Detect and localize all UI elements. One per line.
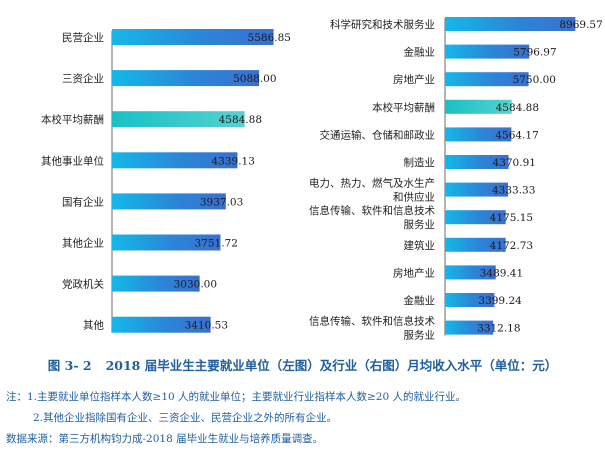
figure-number: 图 3- 2 xyxy=(47,358,92,373)
right-value-label: 3399.24 xyxy=(478,295,522,307)
data-source-note: 数据来源：第三方机构钧力成-2018 届毕业生就业与培养质量调查。 xyxy=(6,433,324,445)
left-category-label: 其他 xyxy=(83,319,104,332)
left-bar xyxy=(112,29,274,45)
right-category-label: 房地产业 xyxy=(393,73,435,86)
right-category-label: 金融业 xyxy=(404,46,436,59)
right-value-label: 4564.17 xyxy=(495,129,538,141)
left-category-label: 三资企业 xyxy=(62,72,104,85)
right-chart-industries: 8969.57 科学研究和技术服务业 5796.97 金融业 5750.00 房地产业 45… xyxy=(309,17,603,342)
left-category-label: 党政机关 xyxy=(62,278,104,291)
right-value-label: 5750.00 xyxy=(513,74,556,86)
right-value-label: 4584.88 xyxy=(496,102,539,114)
left-value-label: 4584.88 xyxy=(219,114,262,126)
charts-area: 5586.85 民营企业 5088.00 三资企业 4584.88 本校平均薪酬 4339.… xyxy=(41,17,603,342)
right-bar xyxy=(445,320,494,335)
right-value-label: 4172.73 xyxy=(490,240,533,252)
left-category-label: 国有企业 xyxy=(62,195,104,208)
right-bar xyxy=(445,72,529,87)
right-category-label: 金融业 xyxy=(404,294,436,307)
left-bar xyxy=(112,111,245,128)
left-value-label: 5088.00 xyxy=(233,73,276,85)
right-category-label: 制造业 xyxy=(404,156,436,169)
left-value-label: 3751.72 xyxy=(194,238,237,250)
right-bar xyxy=(445,182,508,197)
right-value-label: 8969.57 xyxy=(559,19,602,31)
right-value-label: 3489.41 xyxy=(480,267,523,279)
left-bar xyxy=(112,70,260,87)
right-category-label: 本校平均薪酬 xyxy=(372,101,435,114)
left-value-label: 4339.13 xyxy=(211,155,254,167)
right-category-label: 信息传输、软件和信息技术 xyxy=(309,204,435,217)
left-bar xyxy=(112,234,221,251)
left-category-label: 本校平均薪酬 xyxy=(41,113,104,126)
left-category-label: 民营企业 xyxy=(62,31,104,44)
right-value-label: 3312.18 xyxy=(477,323,520,335)
right-bar xyxy=(445,155,509,169)
left-bar xyxy=(112,275,200,292)
left-value-label: 3410.53 xyxy=(185,320,228,332)
figure-caption: 图 3- 2 2018 届毕业生主要就业单位（左图）及行业（右图）月均收入水平（单… xyxy=(0,355,605,374)
right-bar xyxy=(445,210,506,225)
right-bar xyxy=(445,44,530,59)
right-category-label: 服务业 xyxy=(404,329,436,342)
right-bar xyxy=(445,293,495,307)
left-category-label: 其他企业 xyxy=(62,237,104,250)
left-bar xyxy=(112,152,238,169)
right-bar xyxy=(445,237,506,252)
right-value-label: 4333.33 xyxy=(492,185,535,197)
footnote-2: 2.其他企业指除国有企业、三资企业、民营企业之外的所有企业。 xyxy=(33,412,338,424)
right-category-label: 信息传输、软件和信息技术 xyxy=(309,315,435,328)
right-value-label: 4370.91 xyxy=(493,157,536,169)
right-value-label: 5796.97 xyxy=(513,47,556,59)
right-category-label: 服务业 xyxy=(404,218,436,231)
left-chart-units: 5586.85 民营企业 5088.00 三资企业 4584.88 本校平均薪酬 4339.… xyxy=(41,29,291,333)
right-category-label: 科学研究和技术服务业 xyxy=(330,18,435,31)
right-bar xyxy=(445,127,512,142)
left-value-label: 3937.03 xyxy=(200,196,243,208)
right-category-label: 电力、热力、燃气及水生产 xyxy=(309,177,435,190)
right-bar xyxy=(445,265,496,280)
right-category-label: 建筑业 xyxy=(404,239,436,252)
left-value-label: 5586.85 xyxy=(248,32,291,44)
right-bar xyxy=(445,99,512,114)
figure-title: 2018 届毕业生主要就业单位（左图）及行业（右图）月均收入水平（单位：元） xyxy=(105,358,558,373)
right-category-label: 交通运输、仓储和邮政业 xyxy=(320,128,436,141)
right-value-label: 4175.15 xyxy=(490,212,533,224)
left-value-label: 3030.00 xyxy=(174,279,217,291)
left-bar xyxy=(112,316,211,333)
left-bar xyxy=(112,193,226,210)
right-category-label: 房地产业 xyxy=(393,266,435,279)
right-bar xyxy=(445,17,576,31)
footnote-1: 注：1.主要就业单位指样本人数≥10 人的就业单位；主要就业行业指样本人数≥20… xyxy=(6,391,467,403)
right-category-label: 和供应业 xyxy=(393,191,435,204)
left-category-label: 其他事业单位 xyxy=(41,154,104,167)
